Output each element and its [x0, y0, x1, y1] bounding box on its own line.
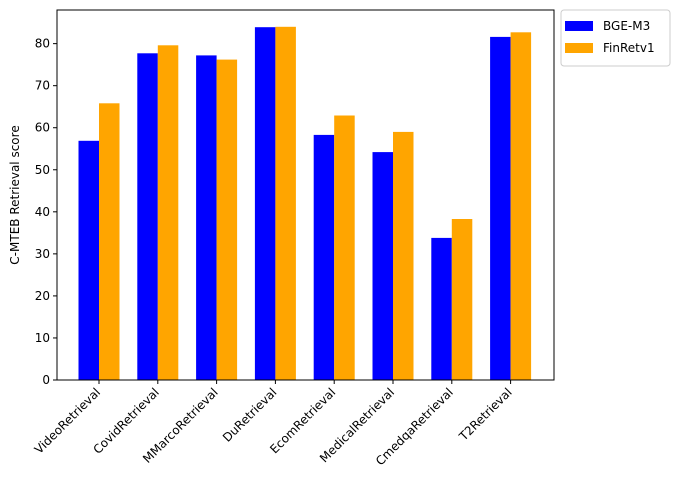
bar-finretv1-mmarcoretrieval	[216, 59, 238, 380]
bar-bge-m3-medicalretrieval	[372, 152, 393, 380]
bar-finretv1-ecomretrieval	[334, 115, 355, 380]
bar-bge-m3-videoretrieval	[78, 140, 99, 380]
bar-bge-m3-ecomretrieval	[313, 134, 335, 380]
x-tick-label: DuRetrieval	[220, 385, 280, 445]
y-axis: 0 10 20 30 40 50 60 70 80	[35, 37, 57, 387]
bar-bge-m3-covidretrieval	[137, 53, 158, 381]
legend-swatch-finretv1	[565, 43, 593, 53]
y-tick-label: 70	[35, 79, 50, 93]
y-tick-label: 60	[35, 121, 50, 135]
plot-frame	[56, 9, 555, 381]
bar-finretv1-cmedqaretrieval	[451, 219, 473, 380]
bar-bge-m3-mmarcoretrieval	[196, 55, 217, 381]
bar-bge-m3-t2retrieval	[490, 36, 511, 381]
legend-swatch-bge-m3	[565, 21, 593, 31]
legend-label-bge-m3: BGE-M3	[603, 19, 650, 33]
y-tick-label: 30	[35, 247, 50, 261]
bars-group	[78, 26, 532, 381]
bar-finretv1-videoretrieval	[99, 103, 120, 381]
y-tick-label: 20	[35, 289, 50, 303]
bar-finretv1-medicalretrieval	[393, 131, 414, 380]
y-tick-label: 40	[35, 205, 50, 219]
bar-bge-m3-cmedqaretrieval	[431, 237, 452, 380]
legend-label-finretv1: FinRetv1	[603, 41, 655, 55]
y-tick-label: 80	[35, 37, 50, 51]
bar-bge-m3-duretrieval	[254, 27, 276, 380]
bar-finretv1-duretrieval	[275, 26, 296, 381]
x-tick-label: T2Retrieval	[456, 385, 515, 444]
bar-finretv1-t2retrieval	[510, 32, 532, 381]
bar-finretv1-covidretrieval	[157, 45, 179, 381]
y-tick-label: 50	[35, 163, 50, 177]
y-axis-label: C-MTEB Retrieval score	[8, 125, 22, 264]
x-axis: VideoRetrievalCovidRetrievalMMarcoRetrie…	[32, 380, 515, 468]
y-tick-label: 10	[35, 331, 50, 345]
legend: BGE-M3 FinRetv1	[560, 9, 671, 67]
y-tick-label: 0	[42, 373, 50, 387]
